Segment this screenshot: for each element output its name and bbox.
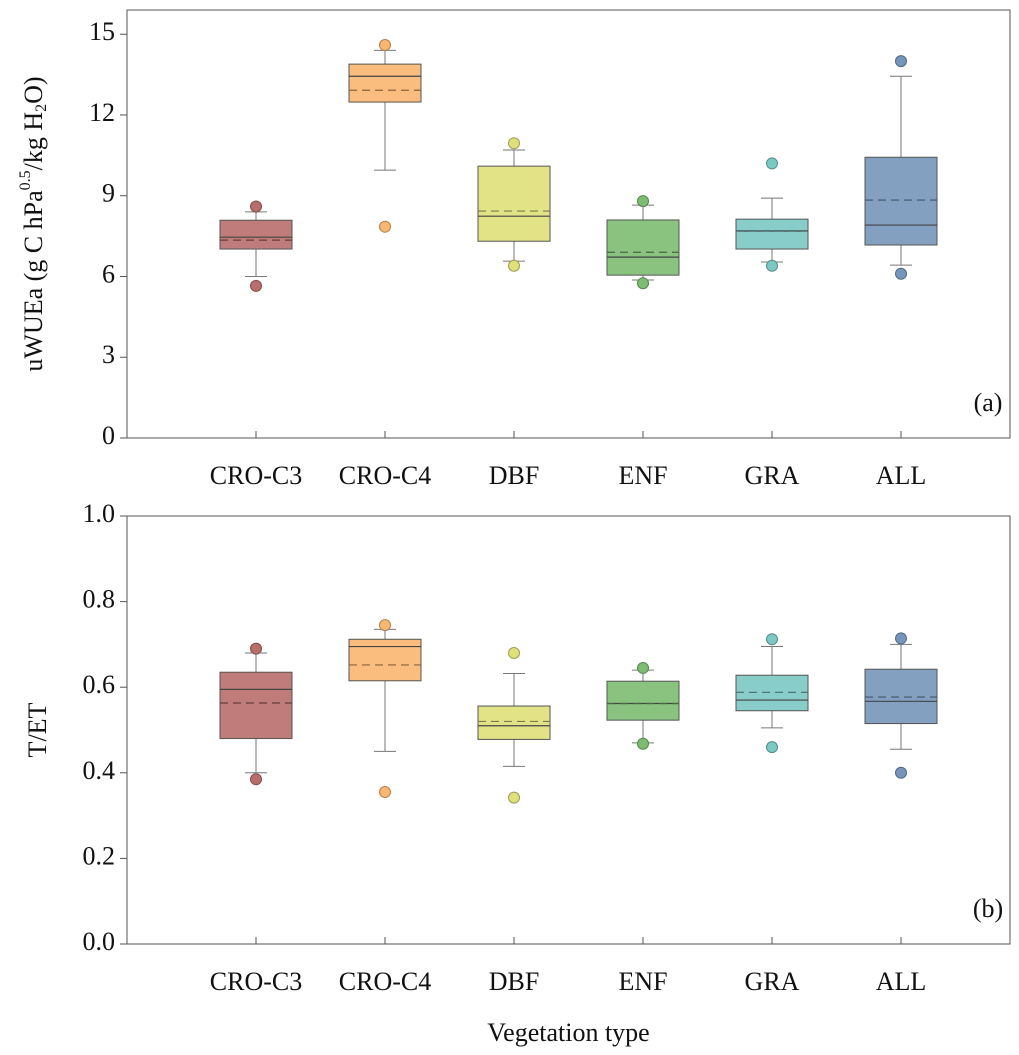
y-tick-label: 0.0: [83, 927, 116, 956]
x-tick-label: GRA: [745, 967, 800, 996]
outlier: [508, 259, 520, 272]
y-tick-label: 12: [89, 98, 115, 127]
box: [606, 680, 680, 721]
panel-label: (b): [973, 894, 1003, 923]
x-tick-label: GRA: [745, 461, 800, 490]
box-group: [735, 633, 809, 754]
y-axis-label-part: 2: [33, 104, 50, 112]
outlier: [895, 55, 907, 68]
outlier: [637, 277, 649, 290]
outlier: [508, 646, 520, 659]
outlier: [379, 220, 391, 233]
outlier: [766, 157, 778, 170]
x-tick-label: ENF: [618, 967, 667, 996]
y-tick-label: 0.8: [83, 585, 116, 614]
y-tick-label: 6: [102, 259, 115, 288]
outlier: [508, 791, 520, 804]
box: [735, 674, 809, 712]
x-tick-label: CRO-C3: [210, 461, 302, 490]
x-tick-label: ENF: [618, 461, 667, 490]
box: [219, 219, 293, 250]
outlier: [379, 38, 391, 51]
y-tick-label: 0.4: [83, 756, 116, 785]
x-tick-label: CRO-C3: [210, 967, 302, 996]
outlier: [637, 195, 649, 208]
outlier: [250, 642, 262, 655]
outlier: [379, 619, 391, 632]
box: [864, 156, 938, 246]
box-group: [606, 661, 680, 750]
outlier: [250, 773, 262, 786]
x-tick-label: CRO-C4: [339, 967, 431, 996]
outlier: [766, 259, 778, 272]
x-tick-label: DBF: [489, 461, 540, 490]
outlier: [895, 766, 907, 779]
outlier: [895, 632, 907, 645]
outlier: [637, 661, 649, 674]
outlier: [895, 267, 907, 280]
box: [219, 671, 293, 740]
y-tick-label: 1.0: [83, 499, 116, 528]
box-group: [735, 157, 809, 272]
box-group: [348, 38, 422, 233]
box: [864, 668, 938, 725]
y-axis-label-part: uWUEa (g C hPa: [19, 190, 48, 372]
y-tick-label: 0: [102, 421, 115, 450]
box: [477, 165, 551, 242]
y-tick-label: 0.6: [83, 670, 116, 699]
y-axis-label: uWUEa (g C hPa0.5/kg H2O): [17, 76, 50, 371]
x-tick-label: DBF: [489, 967, 540, 996]
outlier: [250, 200, 262, 213]
x-axis-label: Vegetation type: [487, 1018, 649, 1047]
box: [606, 219, 680, 276]
y-tick-label: 9: [102, 179, 115, 208]
box-group: [219, 642, 293, 786]
y-tick-label: 15: [89, 17, 115, 46]
x-tick-label: ALL: [876, 967, 927, 996]
box-group: [864, 55, 938, 280]
outlier: [508, 137, 520, 150]
outlier: [637, 737, 649, 750]
x-tick-label: CRO-C4: [339, 461, 431, 490]
y-axis-label-part: /kg H: [19, 112, 48, 171]
y-axis-label-part: O): [19, 76, 48, 103]
box-group: [864, 632, 938, 779]
outlier: [379, 786, 391, 799]
box-group: [348, 619, 422, 799]
y-axis-label: T/ET: [23, 702, 52, 757]
box: [477, 705, 551, 740]
box: [348, 63, 422, 103]
y-tick-label: 3: [102, 340, 115, 369]
x-tick-label: ALL: [876, 461, 927, 490]
outlier: [766, 633, 778, 646]
box-group: [219, 200, 293, 292]
box: [348, 638, 422, 682]
y-axis-label-part: 0.5: [17, 170, 34, 190]
panel-label: (a): [974, 388, 1003, 417]
outlier: [250, 279, 262, 292]
plot-frame: [126, 515, 1011, 945]
plot-frame: [126, 9, 1011, 439]
box-group: [477, 646, 551, 804]
box: [735, 218, 809, 250]
box-group: [477, 137, 551, 272]
outlier: [766, 741, 778, 754]
box-group: [606, 195, 680, 290]
y-tick-label: 0.2: [83, 841, 116, 870]
